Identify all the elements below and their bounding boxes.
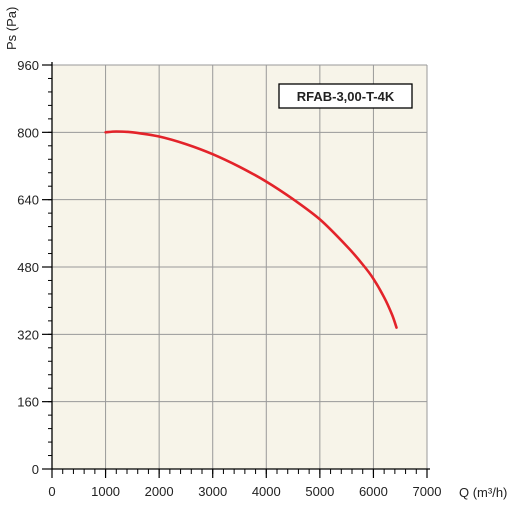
x-tick-label: 2000 — [145, 484, 174, 499]
y-tick-label: 640 — [17, 193, 39, 208]
fan-curve-line — [104, 130, 398, 329]
grid-lines — [52, 64, 428, 469]
x-tick-label: 0 — [48, 484, 55, 499]
y-tick-label: 0 — [32, 462, 39, 477]
x-tick-label: 7000 — [413, 484, 442, 499]
y-tick-label: 960 — [17, 58, 39, 73]
x-tick-label: 1000 — [91, 484, 120, 499]
model-label-box: RFAB-3,00-T-4K — [278, 83, 413, 109]
y-tick-label: 800 — [17, 125, 39, 140]
y-tick-label: 320 — [17, 327, 39, 342]
y-tick-label: 480 — [17, 260, 39, 275]
y-tick-labels: 0 160 320 480 640 800 960 — [17, 58, 39, 477]
major-ticks — [42, 64, 428, 478]
y-axis-label: Ps (Pa) — [4, 7, 19, 50]
x-tick-label: 5000 — [305, 484, 334, 499]
x-axis-label: Q (m³/h) — [459, 485, 507, 500]
x-tick-labels: 0 1000 2000 3000 4000 5000 6000 7000 — [48, 484, 441, 499]
x-tick-label: 4000 — [252, 484, 281, 499]
model-label: RFAB-3,00-T-4K — [297, 89, 395, 104]
y-tick-label: 160 — [17, 395, 39, 410]
x-tick-label: 3000 — [198, 484, 227, 499]
x-tick-label: 6000 — [359, 484, 388, 499]
